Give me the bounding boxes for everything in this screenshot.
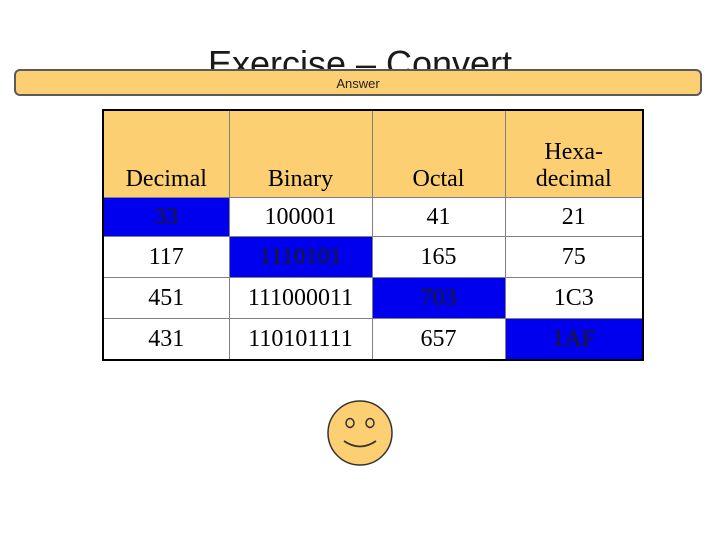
table-row: 33 100001 41 21 <box>102 197 644 237</box>
conversion-table: Decimal Binary Octal Hexa- decimal 33 10… <box>102 109 644 361</box>
cell-binary: 100001 <box>228 197 373 237</box>
header-hexadecimal: Hexa- decimal <box>504 109 644 198</box>
answer-label: Answer <box>336 76 380 91</box>
cell-hexadecimal: 1AF <box>504 318 644 361</box>
header-row: Decimal Binary Octal Hexa- decimal <box>102 109 644 198</box>
cell-decimal: 33 <box>102 197 230 237</box>
header-octal: Octal <box>371 109 506 198</box>
cell-octal: 657 <box>371 318 506 361</box>
cell-binary: 1110101 <box>228 236 373 278</box>
smiley-face-icon <box>327 400 393 466</box>
cell-hexadecimal: 21 <box>504 197 644 237</box>
cell-octal: 165 <box>371 236 506 278</box>
cell-hexadecimal: 1C3 <box>504 277 644 319</box>
answer-bar[interactable]: Answer <box>14 69 702 96</box>
cell-octal: 703 <box>371 277 506 319</box>
table-row: 431 110101111 657 1AF <box>102 318 644 361</box>
cell-decimal: 117 <box>102 236 230 278</box>
table-row: 117 1110101 165 75 <box>102 236 644 278</box>
table-row: 451 111000011 703 1C3 <box>102 277 644 319</box>
header-decimal: Decimal <box>102 109 230 198</box>
cell-decimal: 451 <box>102 277 230 319</box>
cell-octal: 41 <box>371 197 506 237</box>
header-binary: Binary <box>228 109 373 198</box>
cell-binary: 111000011 <box>228 277 373 319</box>
cell-binary: 110101111 <box>228 318 373 361</box>
cell-hexadecimal: 75 <box>504 236 644 278</box>
cell-decimal: 431 <box>102 318 230 361</box>
